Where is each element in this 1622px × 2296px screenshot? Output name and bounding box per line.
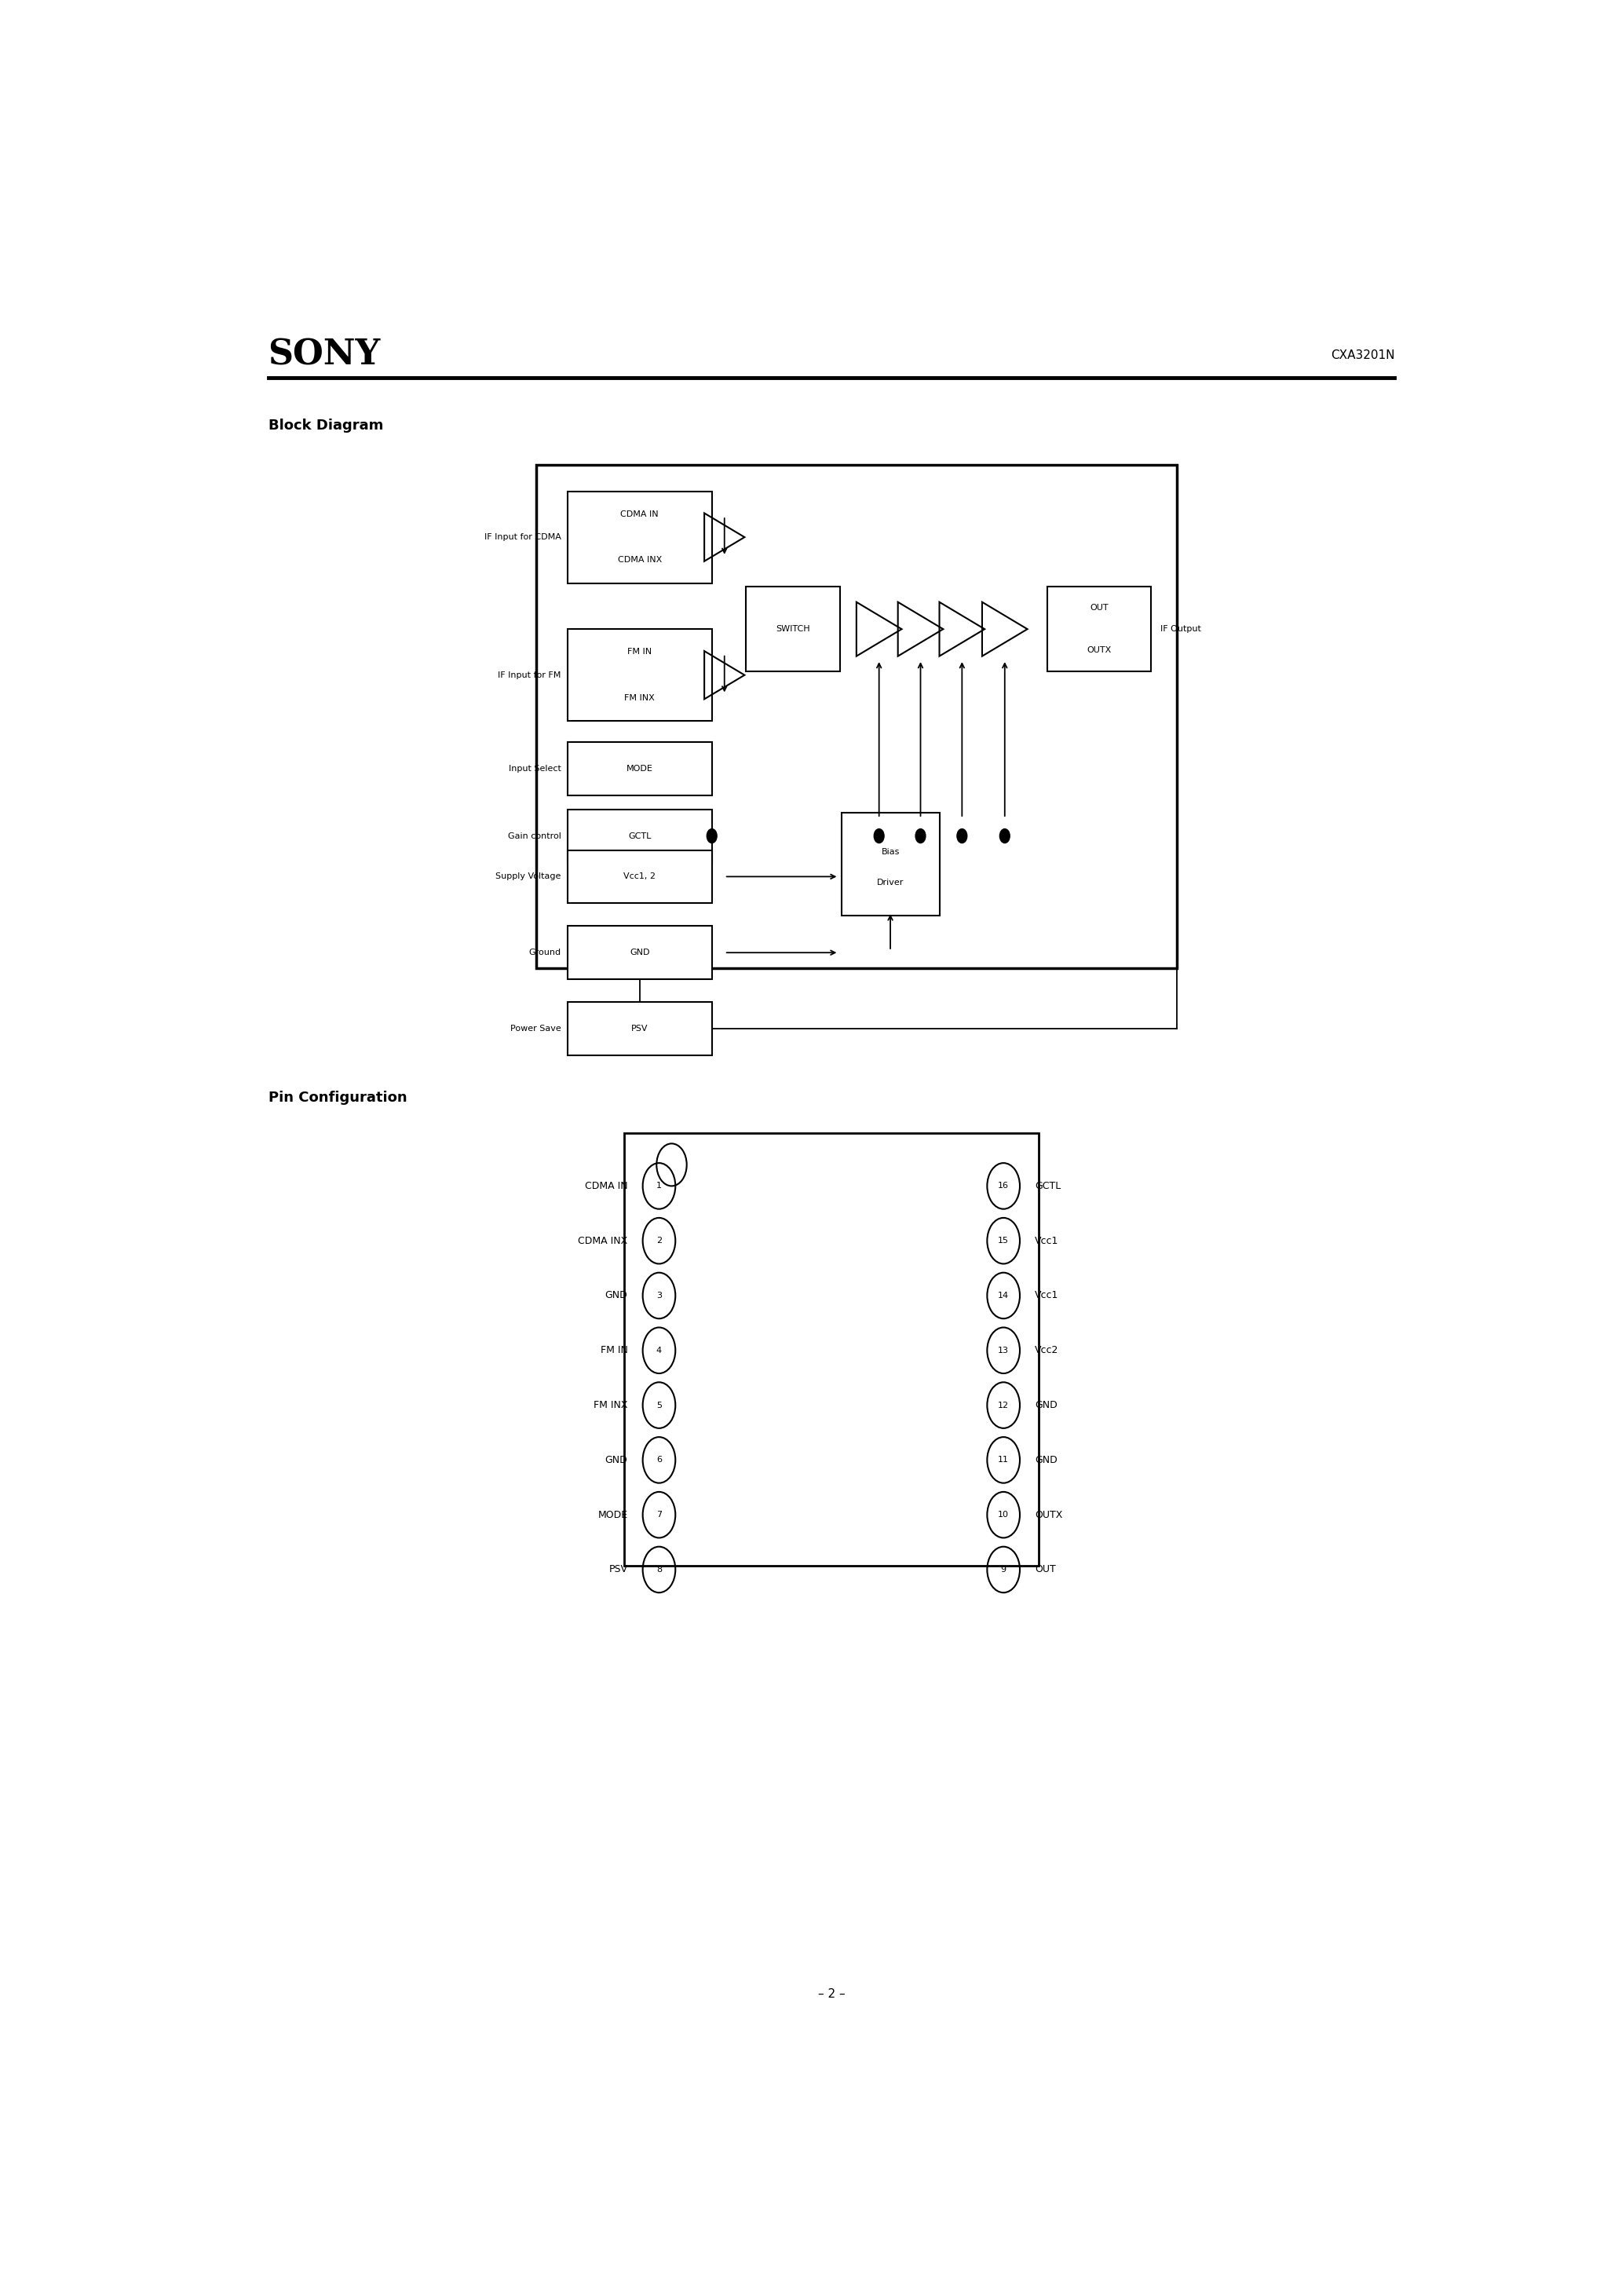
Text: GND: GND [605, 1456, 628, 1465]
Text: 5: 5 [657, 1401, 662, 1410]
Text: Supply Voltage: Supply Voltage [496, 872, 561, 882]
Bar [568, 629, 712, 721]
Text: CXA3201N: CXA3201N [1330, 349, 1395, 360]
Text: 12: 12 [998, 1401, 1009, 1410]
Text: GND: GND [605, 1290, 628, 1302]
Text: Ground: Ground [529, 948, 561, 957]
Text: OUTX: OUTX [1035, 1511, 1062, 1520]
Circle shape [915, 829, 926, 843]
Text: IF Input for FM: IF Input for FM [498, 670, 561, 680]
Text: GND: GND [1035, 1456, 1058, 1465]
Text: FM IN: FM IN [628, 647, 652, 657]
Circle shape [957, 829, 967, 843]
Bar [535, 464, 1178, 969]
Text: 3: 3 [657, 1293, 662, 1300]
Bar [746, 588, 840, 670]
Bar [568, 742, 712, 794]
Text: – 2 –: – 2 – [817, 1988, 845, 2000]
Text: Power Save: Power Save [511, 1024, 561, 1033]
Text: GND: GND [1035, 1401, 1058, 1410]
Text: Gain control: Gain control [508, 831, 561, 840]
Text: SWITCH: SWITCH [775, 625, 809, 634]
Text: OUT: OUT [1090, 604, 1108, 611]
Text: GCTL: GCTL [628, 831, 650, 840]
Text: 15: 15 [998, 1238, 1009, 1244]
Bar [568, 925, 712, 978]
Text: Pin Configuration: Pin Configuration [268, 1091, 407, 1104]
Text: 6: 6 [657, 1456, 662, 1465]
Text: CDMA INX: CDMA INX [577, 1235, 628, 1247]
Text: Vcc1: Vcc1 [1035, 1235, 1059, 1247]
Text: FM IN: FM IN [600, 1345, 628, 1355]
Text: SONY: SONY [268, 338, 381, 372]
Text: 13: 13 [998, 1345, 1009, 1355]
Text: 1: 1 [657, 1182, 662, 1189]
Circle shape [999, 829, 1011, 843]
Text: Block Diagram: Block Diagram [268, 418, 383, 434]
Text: CDMA IN: CDMA IN [586, 1180, 628, 1192]
Text: PSV: PSV [631, 1024, 649, 1033]
Text: 7: 7 [657, 1511, 662, 1518]
Circle shape [874, 829, 884, 843]
Bar [568, 1001, 712, 1056]
Text: 14: 14 [998, 1293, 1009, 1300]
Text: OUTX: OUTX [1087, 647, 1111, 654]
Bar [842, 813, 939, 916]
Text: FM INX: FM INX [624, 693, 655, 703]
Text: 2: 2 [657, 1238, 662, 1244]
Text: CDMA INX: CDMA INX [618, 556, 662, 565]
Text: 11: 11 [998, 1456, 1009, 1465]
Text: FM INX: FM INX [594, 1401, 628, 1410]
Text: Vcc2: Vcc2 [1035, 1345, 1059, 1355]
Text: 8: 8 [657, 1566, 662, 1573]
Text: MODE: MODE [626, 765, 654, 774]
Text: IF Output: IF Output [1161, 625, 1202, 634]
Text: Bias: Bias [881, 847, 900, 856]
Bar [624, 1132, 1038, 1566]
Circle shape [707, 829, 717, 843]
Text: 9: 9 [1001, 1566, 1006, 1573]
Bar [568, 810, 712, 863]
Text: 16: 16 [998, 1182, 1009, 1189]
Text: Input Select: Input Select [509, 765, 561, 774]
Text: GND: GND [629, 948, 649, 957]
Text: MODE: MODE [597, 1511, 628, 1520]
Text: 4: 4 [657, 1345, 662, 1355]
Bar [568, 850, 712, 902]
Text: PSV: PSV [608, 1564, 628, 1575]
Text: Vcc1: Vcc1 [1035, 1290, 1059, 1302]
Text: CDMA IN: CDMA IN [621, 510, 659, 519]
Text: Vcc1, 2: Vcc1, 2 [623, 872, 655, 882]
Text: IF Input for CDMA: IF Input for CDMA [485, 533, 561, 542]
Text: 10: 10 [998, 1511, 1009, 1518]
Bar [1048, 588, 1150, 670]
Bar [568, 491, 712, 583]
Text: OUT: OUT [1035, 1564, 1056, 1575]
Text: Driver: Driver [878, 879, 903, 886]
Text: GCTL: GCTL [1035, 1180, 1061, 1192]
